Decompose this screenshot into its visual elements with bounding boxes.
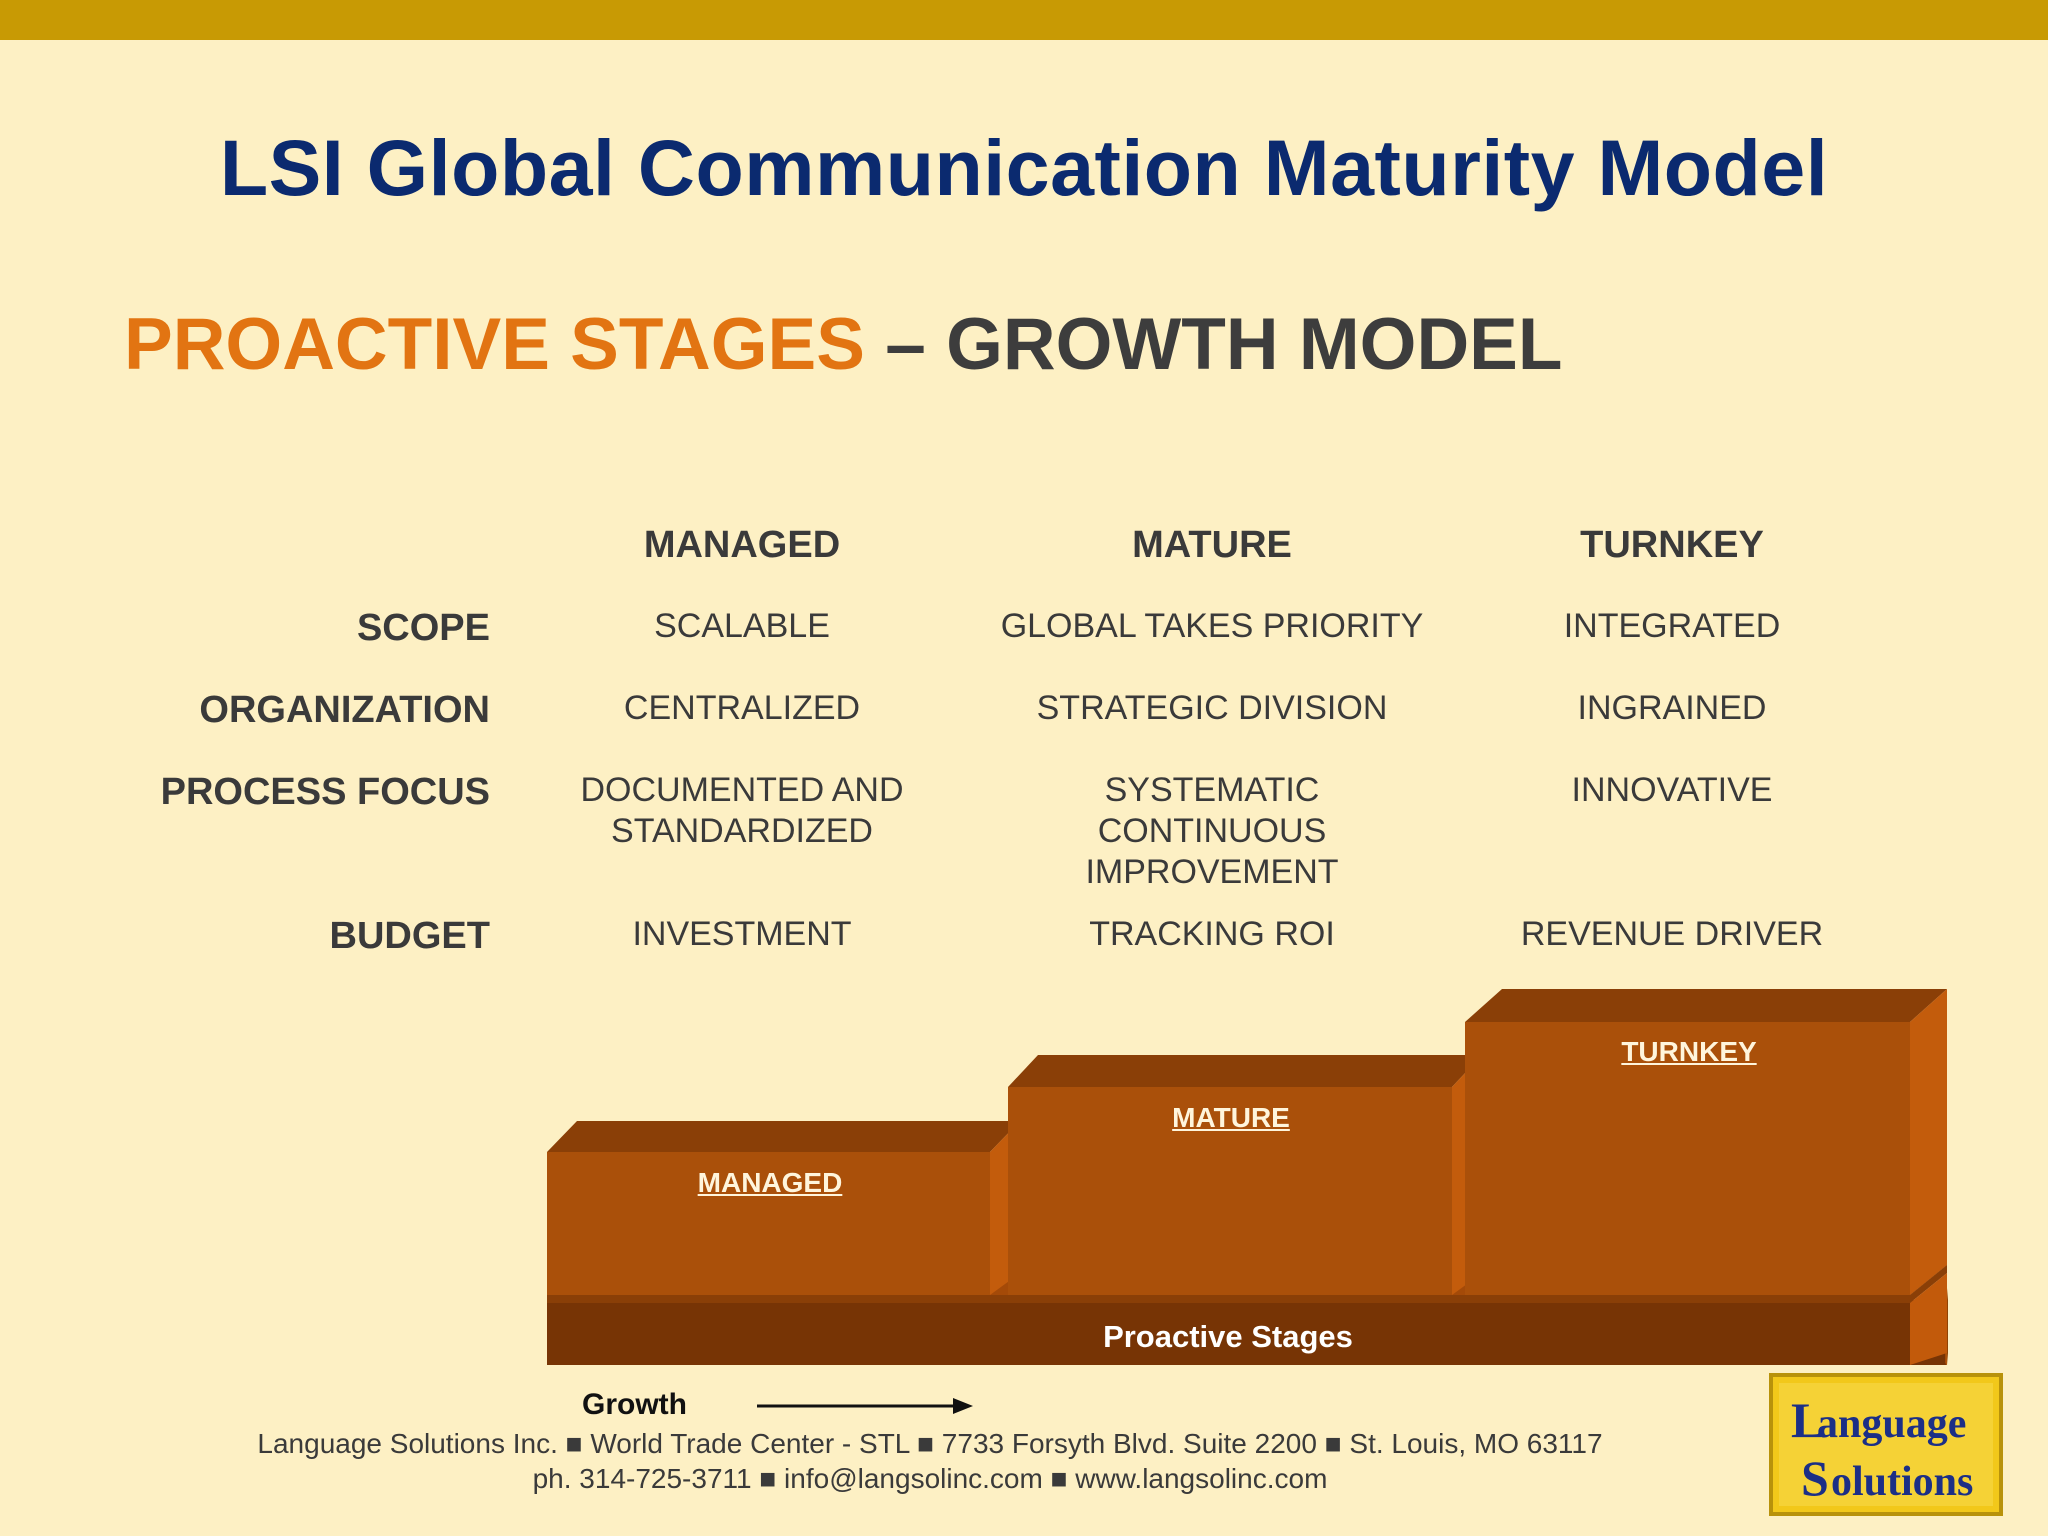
cell-scope-managed: SCALABLE xyxy=(654,607,830,645)
stair-label-turnkey: TURNKEY xyxy=(1621,1036,1757,1067)
cell-budget-mature: TRACKING ROI xyxy=(1089,915,1335,953)
svg-text:S: S xyxy=(1801,1450,1829,1506)
cell-process-focus-mature: SYSTEMATIC CONTINUOUS IMPROVEMENT xyxy=(1085,771,1339,891)
stair-label-managed: MANAGED xyxy=(697,1167,843,1198)
subtitle-highlight: PROACTIVE STAGES xyxy=(124,304,865,385)
cell-scope-turnkey: INTEGRATED xyxy=(1563,607,1781,645)
cell-scope-mature: GLOBAL TAKES PRIORITY xyxy=(1000,607,1424,645)
row-label-process-focus: PROCESS FOCUS xyxy=(160,771,490,813)
top-accent-bar xyxy=(0,0,2048,40)
cell-organization-managed: CENTRALIZED xyxy=(623,689,861,727)
step-turnkey-front xyxy=(1465,1022,1910,1295)
svg-text:L: L xyxy=(1791,1392,1824,1448)
cell-process-focus-managed: DOCUMENTED AND STANDARDIZED xyxy=(580,771,904,850)
svg-text:olutions: olutions xyxy=(1831,1459,1973,1505)
base-label-proactive-stages: Proactive Stages xyxy=(1103,1319,1353,1354)
cell-budget-managed: INVESTMENT xyxy=(632,915,852,953)
section-subtitle: PROACTIVE STAGES – GROWTH MODEL xyxy=(124,303,1562,386)
cell-process-focus-turnkey: INNOVATIVE xyxy=(1571,771,1773,809)
footer-contact: ph. 314-725-3711 ■ info@langsolinc.com ■… xyxy=(532,1463,1328,1494)
cell-organization-turnkey: INGRAINED xyxy=(1577,689,1767,727)
row-label-organization: ORGANIZATION xyxy=(199,689,490,731)
step-mature-top xyxy=(1008,1055,1482,1087)
cell-organization-mature: STRATEGIC DIVISION xyxy=(1036,689,1388,727)
svg-text:anguage: anguage xyxy=(1817,1401,1966,1447)
language-solutions-logo: L anguage S olutions xyxy=(1769,1373,2003,1516)
row-label-budget: BUDGET xyxy=(329,915,490,957)
footer-address: Language Solutions Inc. ■ World Trade Ce… xyxy=(257,1428,1603,1459)
cell-budget-turnkey: REVENUE DRIVER xyxy=(1520,915,1824,953)
page-title: LSI Global Communication Maturity Model xyxy=(219,123,1829,212)
growth-label: Growth xyxy=(582,1388,687,1421)
growth-arrow-icon xyxy=(757,1398,973,1414)
row-label-scope: SCOPE xyxy=(356,607,490,649)
column-header-mature: MATURE xyxy=(1132,524,1292,566)
growth-staircase xyxy=(547,989,1948,1365)
column-header-managed: MANAGED xyxy=(643,524,841,566)
step-managed-top xyxy=(547,1121,1020,1152)
step-mature-front xyxy=(1008,1087,1452,1295)
step-managed-front xyxy=(547,1152,990,1295)
step-turnkey-top xyxy=(1465,989,1947,1022)
subtitle-rest: – GROWTH MODEL xyxy=(864,304,1563,385)
stair-label-mature: MATURE xyxy=(1172,1102,1290,1133)
column-header-turnkey: TURNKEY xyxy=(1580,524,1764,566)
